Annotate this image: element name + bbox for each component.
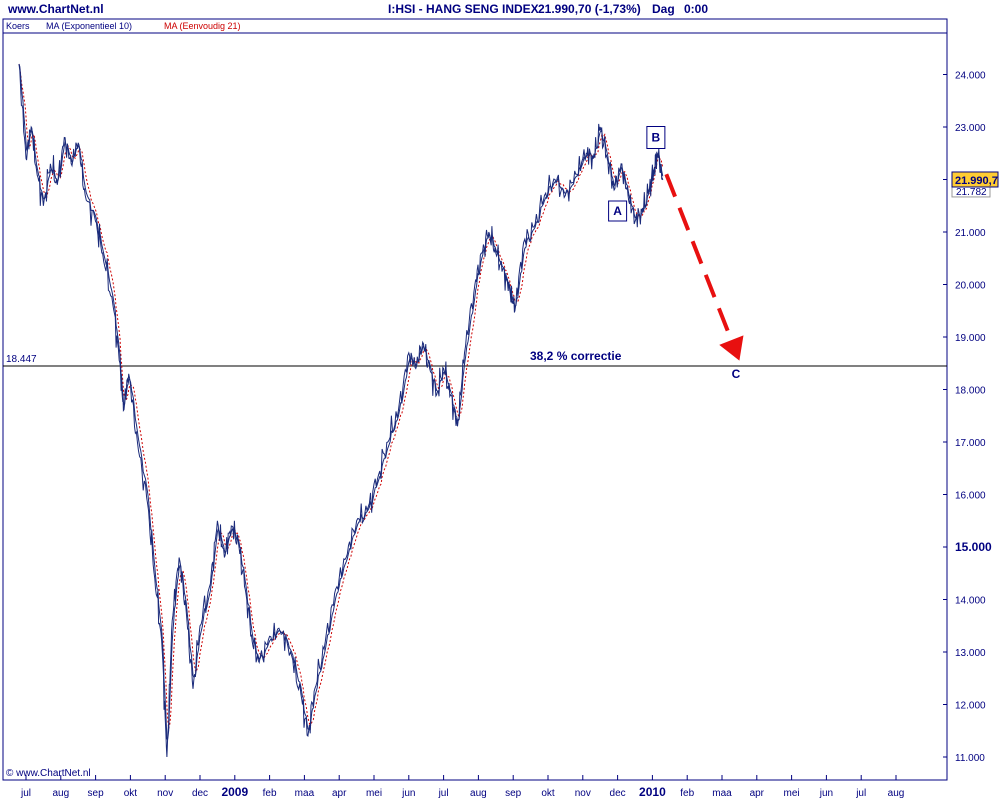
x-tick-label: nov: [575, 788, 591, 799]
y-tick-label: 11.000: [955, 753, 985, 764]
legend: Koers MA (Exponentieel 10) MA (Eenvoudig…: [6, 21, 241, 31]
legend-item-sma: MA (Eenvoudig 21): [164, 21, 241, 31]
sma-21-line: [18, 63, 664, 729]
x-tick-label: nov: [157, 788, 173, 799]
x-tick-label: apr: [750, 788, 765, 799]
x-tick-label: sep: [505, 788, 522, 799]
y-tick-label: 23.000: [955, 123, 986, 134]
x-tick-label: dec: [610, 788, 626, 799]
y-tick-label: 18.000: [955, 386, 986, 397]
y-tick-label: 17.000: [955, 438, 986, 449]
support-line-label: 18.447: [6, 354, 37, 365]
x-tick-label: jun: [401, 788, 415, 799]
projection-arrow-head: [719, 335, 744, 361]
y-tick-label: 21.000: [955, 228, 986, 239]
wave-a-label: A: [613, 204, 622, 218]
x-tick-label: jun: [819, 788, 833, 799]
x-tick-label: 2009: [221, 785, 248, 799]
y-tick-label: 16.000: [955, 491, 986, 502]
wave-a-box: [608, 200, 628, 222]
header: www.ChartNet.nl I:HSI - HANG SENG INDEX …: [7, 2, 708, 16]
x-tick-label: jul: [855, 788, 866, 799]
x-tick-label: aug: [470, 788, 487, 799]
y-tick-label: 24.000: [955, 71, 986, 82]
x-tick-label: 2010: [639, 785, 666, 799]
x-tick-label: maa: [295, 788, 315, 799]
x-tick-label: dec: [192, 788, 208, 799]
wave-c-label: C: [732, 367, 741, 381]
last-price-text: 21.990,7: [955, 175, 998, 187]
x-tick-label: jul: [438, 788, 449, 799]
wave-b-label: B: [652, 131, 661, 145]
timeframe-label: Dag: [652, 2, 675, 16]
x-tick-label: feb: [263, 788, 277, 799]
y-tick-label: 13.000: [955, 648, 986, 659]
wave-b-box: [646, 126, 666, 149]
x-tick-label: mei: [784, 788, 800, 799]
quote-value: 21.990,70 (-1,73%): [538, 2, 641, 16]
y-tick-label: 19.000: [955, 333, 986, 344]
x-tick-label: okt: [541, 788, 555, 799]
projection-arrow-line: [664, 173, 734, 341]
y-tick-label: 14.000: [955, 596, 986, 607]
legend-item-koers: Koers: [6, 21, 30, 31]
correction-annotation: 38,2 % correctie: [530, 349, 622, 363]
plot-frame: [2, 18, 948, 781]
price-line: [18, 63, 664, 758]
x-tick-label: feb: [680, 788, 694, 799]
x-tick-label: apr: [332, 788, 347, 799]
y-tick-label: 20.000: [955, 281, 986, 292]
x-tick-label: maa: [712, 788, 732, 799]
legend-item-ema: MA (Exponentieel 10): [46, 21, 132, 31]
time-label: 0:00: [684, 2, 708, 16]
x-axis: jul aug sep okt nov dec 2009 feb maa apr mei jun jul…: [20, 775, 904, 799]
x-tick-label: sep: [88, 788, 105, 799]
y-tick-label: 12.000: [955, 701, 986, 712]
wave-b-marker: B: [646, 126, 666, 149]
instrument-title: I:HSI - HANG SENG INDEX: [388, 2, 539, 16]
copyright: © www.ChartNet.nl: [6, 768, 91, 779]
x-tick-label: mei: [366, 788, 382, 799]
sma-value-text: 21.782: [956, 187, 987, 198]
wave-a-marker: A: [608, 200, 628, 222]
site-title[interactable]: www.ChartNet.nl: [7, 2, 104, 16]
x-tick-label: okt: [124, 788, 138, 799]
x-tick-label: jul: [20, 788, 31, 799]
y-tick-label: 15.000: [955, 540, 992, 554]
x-tick-label: aug: [888, 788, 905, 799]
last-price-tag: [951, 171, 999, 188]
ema-10-line: [18, 63, 664, 742]
x-tick-label: aug: [52, 788, 69, 799]
